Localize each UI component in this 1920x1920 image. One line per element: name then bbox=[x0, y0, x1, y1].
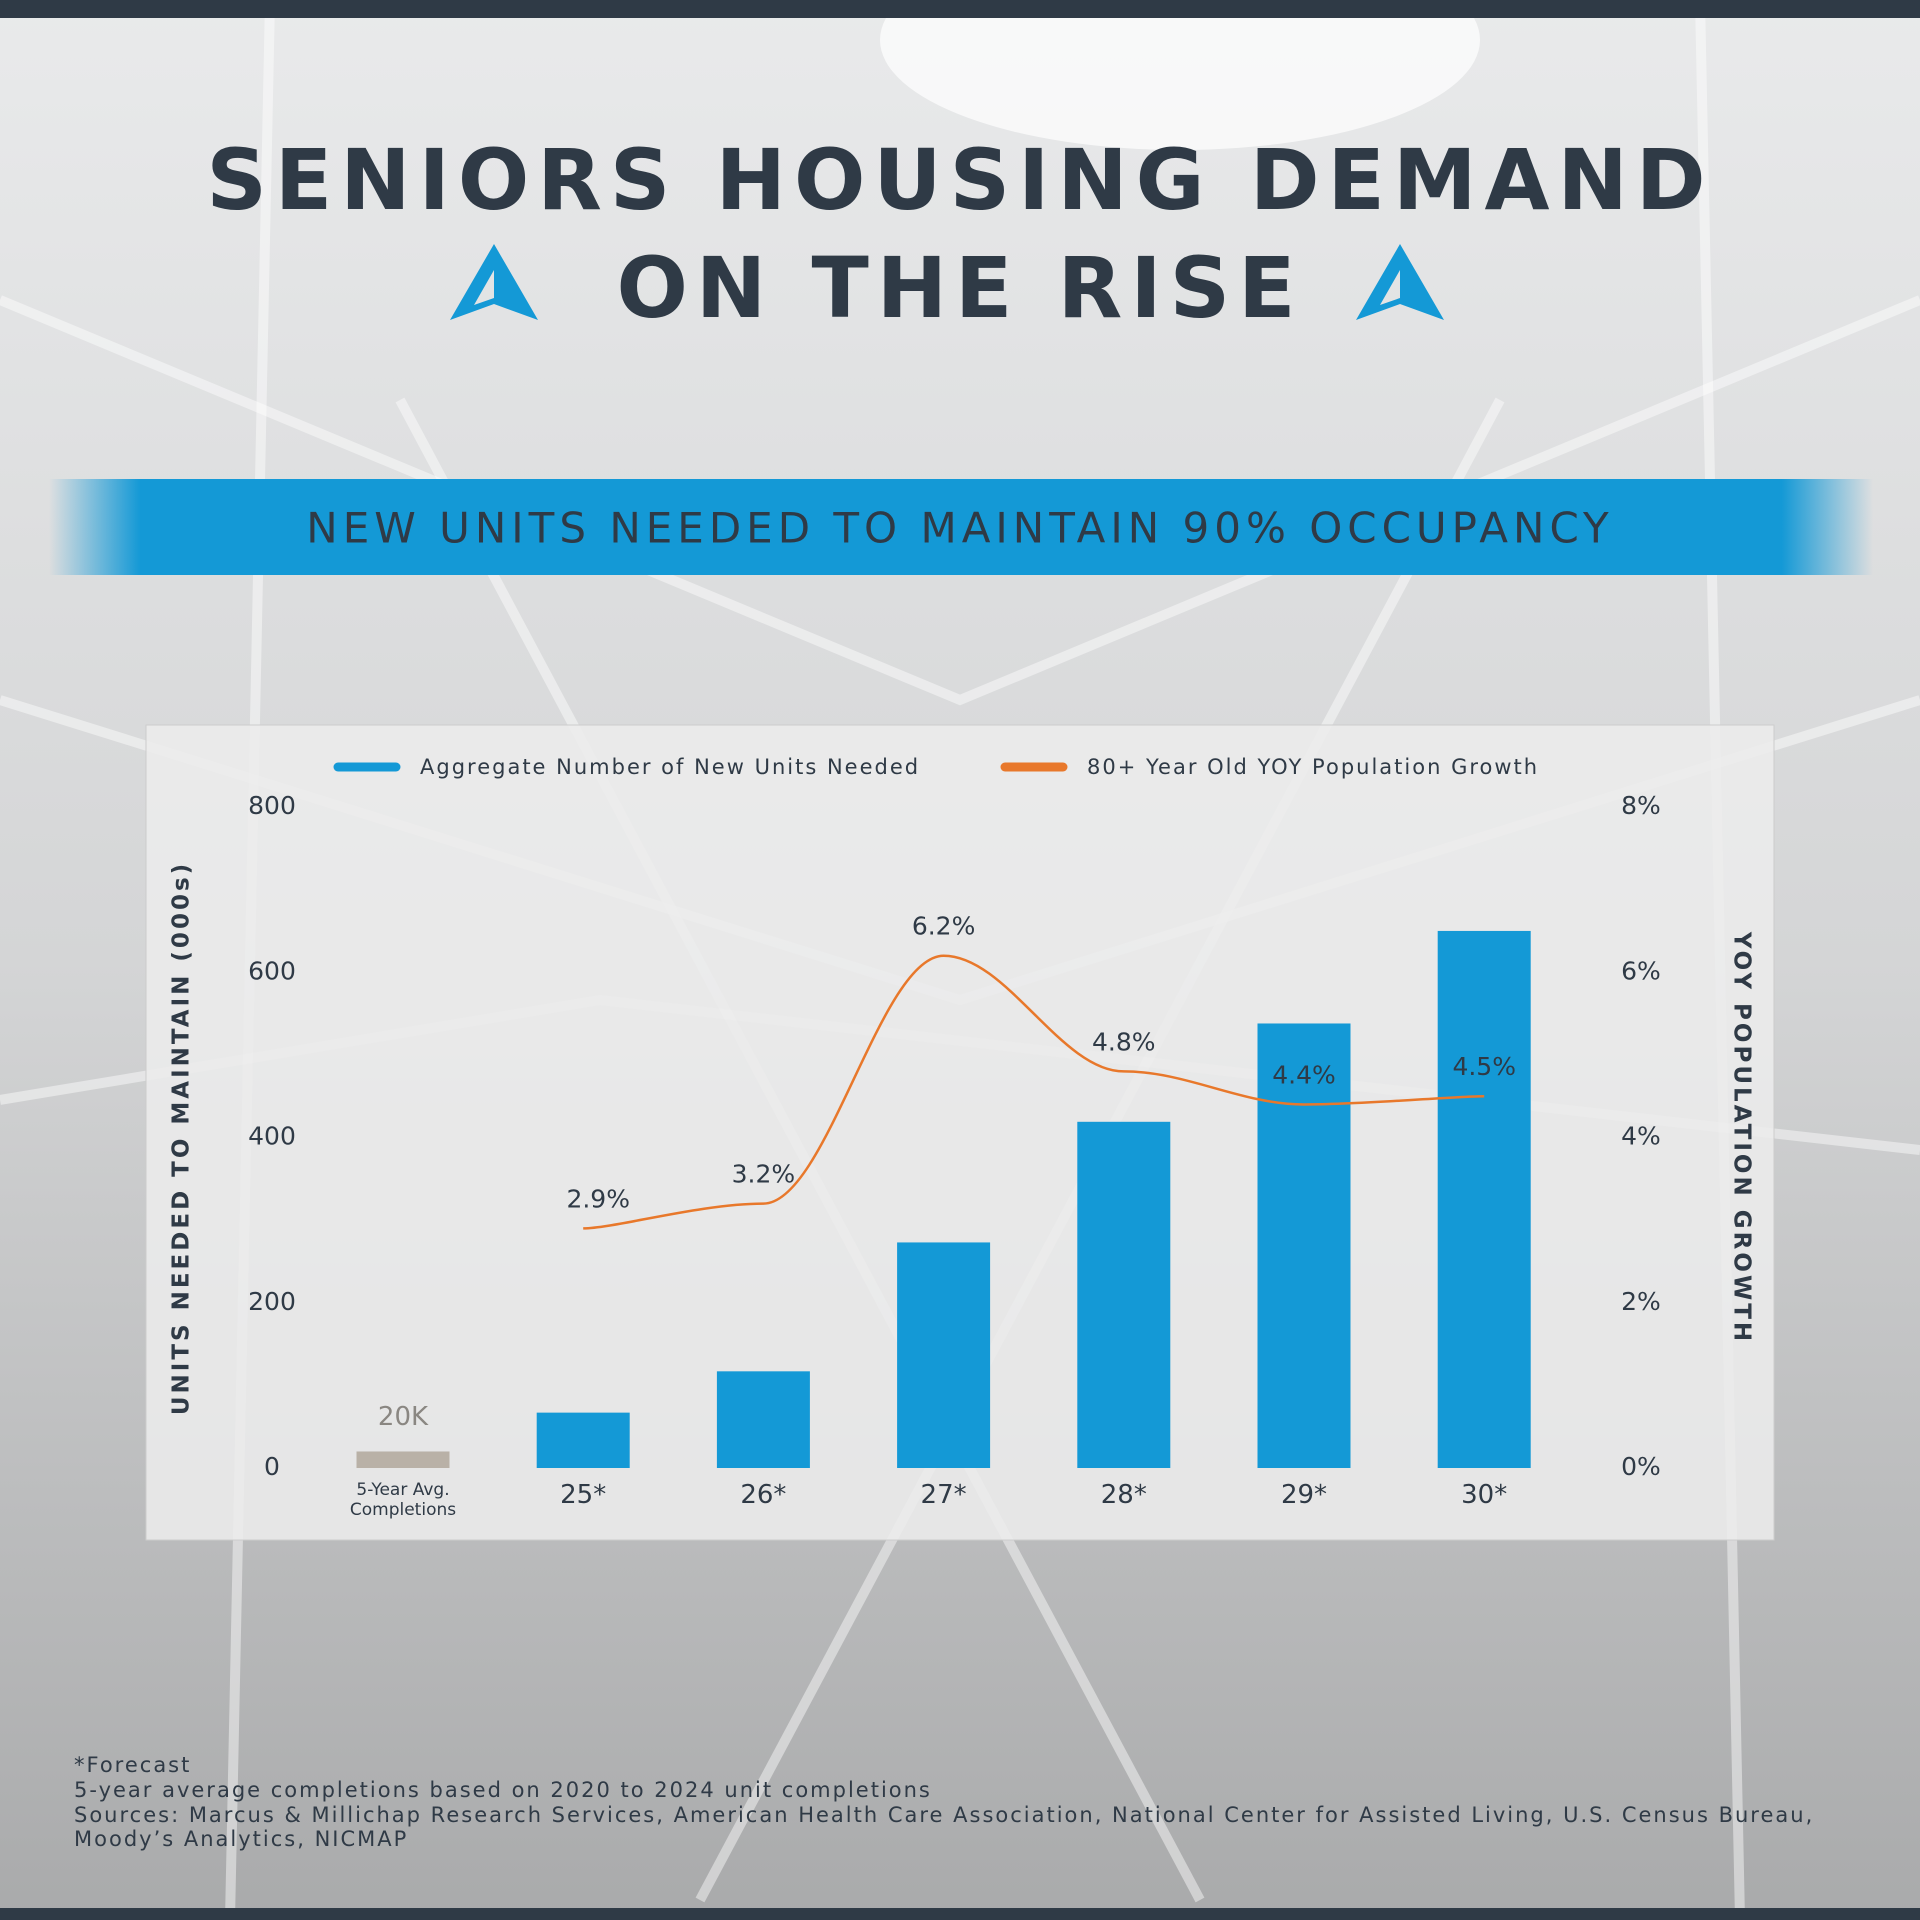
footnote: Moody’s Analytics, NICMAP bbox=[74, 1827, 408, 1851]
bar bbox=[897, 1242, 991, 1468]
y2-tick-label: 2% bbox=[1621, 1287, 1661, 1316]
footnote: Sources: Marcus & Millichap Research Ser… bbox=[74, 1803, 1814, 1827]
bar bbox=[1257, 1023, 1351, 1468]
footnotes: *Forecast 5-year average completions bas… bbox=[74, 1753, 1814, 1851]
title-line: ON THE RISE bbox=[617, 239, 1304, 337]
y2-tick-label: 4% bbox=[1621, 1122, 1661, 1151]
line bbox=[583, 954, 1485, 1230]
bar bbox=[716, 1371, 810, 1468]
value-label: 4.5% bbox=[1452, 1052, 1516, 1081]
y-tick-label: 200 bbox=[248, 1287, 296, 1316]
arrow-icon bbox=[1356, 244, 1444, 320]
bar bbox=[356, 1451, 450, 1468]
y-tick-label: 400 bbox=[248, 1122, 296, 1151]
value-label: 3.2% bbox=[732, 1160, 796, 1189]
value-label: 4.8% bbox=[1092, 1027, 1156, 1056]
y-tick-label: 0 bbox=[264, 1452, 280, 1481]
x-tick-label: 26* bbox=[740, 1480, 787, 1510]
y-tick-label: 800 bbox=[248, 791, 296, 820]
y2-tick-label: 8% bbox=[1621, 791, 1661, 820]
legend-label: Aggregate Number of New Units Needed bbox=[420, 755, 920, 779]
bar bbox=[536, 1412, 630, 1468]
y2-axis-title: YOY POPULATION GROWTH bbox=[1729, 931, 1755, 1344]
x-tick-label: 28* bbox=[1100, 1480, 1147, 1510]
footnote: *Forecast bbox=[74, 1753, 191, 1777]
value-label: 6.2% bbox=[912, 912, 976, 941]
value-label: 4.4% bbox=[1272, 1060, 1336, 1089]
arrow-icon bbox=[450, 244, 538, 320]
x-tick-label-box: 30* bbox=[1461, 1480, 1508, 1510]
x-tick-label: 5-Year Avg. Completions bbox=[349, 1480, 457, 1520]
value-label: 20K bbox=[378, 1402, 429, 1432]
footnote: 5-year average completions based on 2020… bbox=[74, 1778, 932, 1802]
banner-text: NEW UNITS NEEDED TO MAINTAIN 90% OCCUPAN… bbox=[306, 504, 1613, 553]
y2-tick-label: 6% bbox=[1621, 956, 1661, 985]
x-tick-label: 29* bbox=[1280, 1480, 1328, 1510]
x-tick-label-box: 26* bbox=[740, 1480, 787, 1510]
y2-tick-label: 0% bbox=[1621, 1452, 1661, 1481]
bottom-band bbox=[0, 1908, 1920, 1920]
skylight bbox=[880, 0, 1480, 150]
x-tick-label: 27* bbox=[920, 1480, 967, 1510]
banner bbox=[49, 479, 1873, 575]
bar bbox=[1437, 930, 1531, 1468]
value-label: 2.9% bbox=[566, 1184, 630, 1213]
x-tick-label-box: 5-Year Avg. Completions bbox=[349, 1480, 457, 1520]
bar bbox=[1077, 1121, 1171, 1468]
y-tick-label: 600 bbox=[248, 956, 296, 985]
x-tick-label: 30* bbox=[1461, 1480, 1508, 1510]
x-tick-label-box: 25* bbox=[560, 1480, 607, 1510]
legend-label: 80+ Year Old YOY Population Growth bbox=[1087, 755, 1539, 779]
title-line: SENIORS HOUSING DEMAND bbox=[206, 131, 1713, 229]
x-tick-label-box: 28* bbox=[1100, 1480, 1147, 1510]
x-tick-label-box: 29* bbox=[1280, 1480, 1328, 1510]
y-axis-title: UNITS NEEDED TO MAINTAIN (000s) bbox=[169, 861, 195, 1415]
top-band bbox=[0, 0, 1920, 18]
x-tick-label-box: 27* bbox=[920, 1480, 967, 1510]
x-tick-label: 25* bbox=[560, 1480, 607, 1510]
